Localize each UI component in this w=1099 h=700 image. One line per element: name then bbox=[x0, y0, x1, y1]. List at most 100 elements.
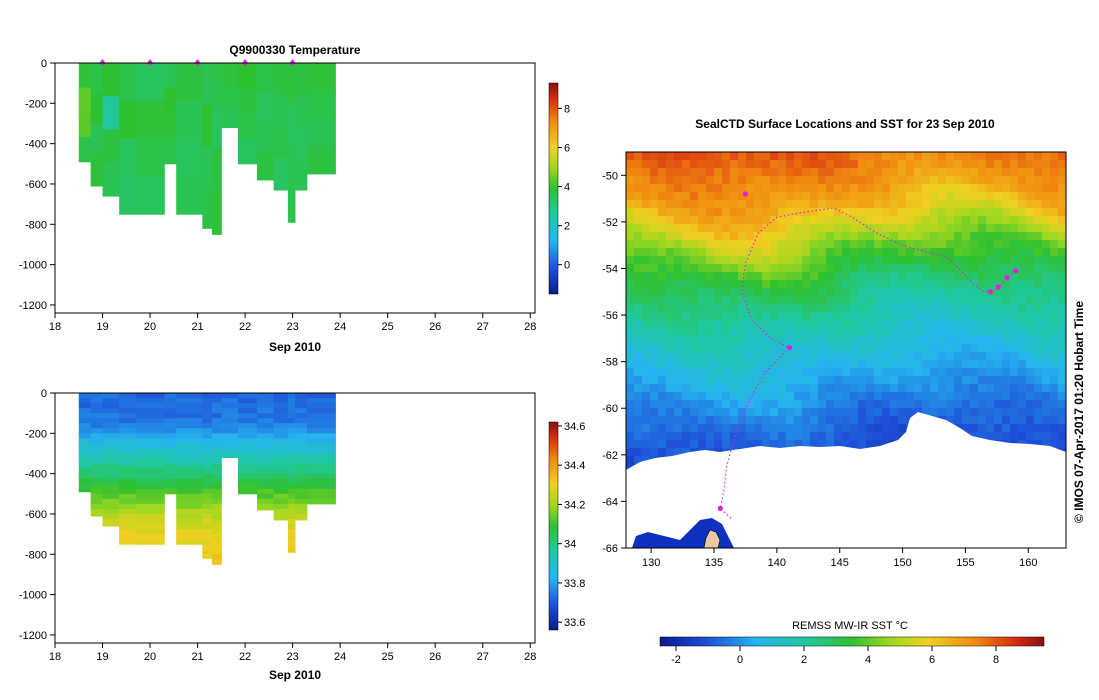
sst-cell bbox=[1010, 200, 1019, 209]
sst-cell bbox=[706, 264, 715, 273]
sst-cell bbox=[754, 328, 763, 337]
sst-cell bbox=[1058, 328, 1066, 337]
colorbar-tick-label: 33.8 bbox=[564, 578, 585, 590]
sst-cell bbox=[930, 256, 939, 265]
temperature-cell bbox=[90, 93, 104, 125]
salinity-cell bbox=[273, 408, 289, 414]
sst-cell bbox=[794, 368, 803, 377]
sst-cell bbox=[650, 400, 659, 409]
salinity-cell bbox=[135, 473, 165, 480]
sst-cell bbox=[842, 160, 851, 169]
sst-cell bbox=[802, 256, 811, 265]
sst-cell bbox=[858, 208, 867, 217]
salinity-cell bbox=[211, 503, 222, 510]
salinity-cell bbox=[295, 508, 308, 515]
y-tick-label: 0 bbox=[41, 388, 47, 400]
sst-cell bbox=[866, 408, 875, 417]
sst-cell bbox=[842, 224, 851, 233]
sst-cell bbox=[818, 192, 827, 201]
sst-cell bbox=[722, 200, 731, 209]
x-tick-label: 23 bbox=[286, 651, 298, 663]
sst-cell bbox=[938, 192, 947, 201]
sst-cell bbox=[922, 304, 931, 313]
salinity-cell bbox=[306, 418, 336, 424]
salinity-cell bbox=[202, 463, 213, 470]
salinity-cell bbox=[295, 478, 308, 485]
sst-cell bbox=[802, 224, 811, 233]
sst-cell bbox=[858, 400, 867, 409]
sst-cell bbox=[722, 360, 731, 369]
sst-cell bbox=[930, 248, 939, 257]
sst-cell bbox=[706, 272, 715, 281]
salinity-cell bbox=[176, 503, 203, 510]
sst-cell bbox=[922, 400, 931, 409]
sst-cell bbox=[810, 392, 819, 401]
map-y-ticks: -50-52-54-56-58-60-62-64-66 bbox=[602, 170, 626, 555]
salinity-cell bbox=[135, 453, 165, 460]
sst-cell bbox=[954, 368, 963, 377]
salinity-cell bbox=[102, 453, 120, 460]
sst-cell bbox=[834, 440, 843, 449]
sst-cell bbox=[1034, 224, 1043, 233]
sst-cell bbox=[786, 304, 795, 313]
sst-cell bbox=[1026, 184, 1035, 193]
salinity-cell bbox=[119, 438, 137, 444]
sst-cell bbox=[754, 304, 763, 313]
sst-cell bbox=[970, 264, 979, 273]
salinity-cell bbox=[306, 483, 336, 490]
sst-cell bbox=[730, 192, 739, 201]
sst-cell bbox=[730, 200, 739, 209]
sst-cell bbox=[746, 280, 755, 289]
sst-cell bbox=[690, 200, 699, 209]
sst-cell bbox=[658, 416, 667, 425]
salinity-cell bbox=[306, 453, 336, 460]
sst-cell bbox=[1010, 416, 1019, 425]
sst-cell bbox=[1058, 320, 1066, 329]
sst-cell bbox=[1002, 328, 1011, 337]
sst-cell bbox=[978, 416, 987, 425]
sst-cell bbox=[874, 328, 883, 337]
sst-cell bbox=[826, 344, 835, 353]
sst-cell bbox=[682, 336, 691, 345]
salinity-cell bbox=[78, 453, 92, 460]
sst-cell bbox=[634, 288, 643, 297]
sst-cell bbox=[1018, 360, 1027, 369]
salinity-cell bbox=[256, 473, 275, 480]
sst-cell bbox=[730, 264, 739, 273]
salinity-cell bbox=[295, 433, 308, 439]
sst-cell bbox=[770, 176, 779, 185]
sst-cell bbox=[626, 416, 635, 425]
sst-cell bbox=[778, 304, 787, 313]
salinity-cell bbox=[102, 438, 120, 444]
sst-cell bbox=[906, 168, 915, 177]
sst-cell bbox=[1034, 280, 1043, 289]
sst-cell bbox=[1042, 304, 1051, 313]
sst-cell bbox=[650, 168, 659, 177]
sst-cell bbox=[882, 376, 891, 385]
salinity-y-ticks: 0-200-400-600-800-1000-1200 bbox=[19, 388, 55, 642]
sst-cell bbox=[730, 152, 739, 161]
temperature-cell bbox=[119, 63, 137, 102]
colorbar-tick-label: 0 bbox=[737, 654, 743, 666]
sst-cell bbox=[994, 424, 1003, 433]
salinity-cell bbox=[119, 458, 137, 465]
sst-cell bbox=[818, 424, 827, 433]
salinity-cell bbox=[273, 453, 289, 460]
sst-cell bbox=[706, 248, 715, 257]
sst-cell bbox=[666, 248, 675, 257]
sst-cell bbox=[666, 432, 675, 441]
sst-cell bbox=[746, 176, 755, 185]
sst-cell bbox=[882, 408, 891, 417]
sst-cell bbox=[930, 384, 939, 393]
sst-cell bbox=[938, 272, 947, 281]
salinity-cell bbox=[78, 458, 92, 465]
sst-cell bbox=[802, 264, 811, 273]
sst-cell bbox=[738, 392, 747, 401]
sst-cell bbox=[754, 344, 763, 353]
sst-cell bbox=[666, 288, 675, 297]
sst-cell bbox=[666, 240, 675, 249]
salinity-cell bbox=[237, 463, 258, 470]
temperature-cell bbox=[202, 63, 213, 105]
salinity-cell bbox=[221, 413, 239, 419]
salinity-cell bbox=[176, 428, 203, 434]
